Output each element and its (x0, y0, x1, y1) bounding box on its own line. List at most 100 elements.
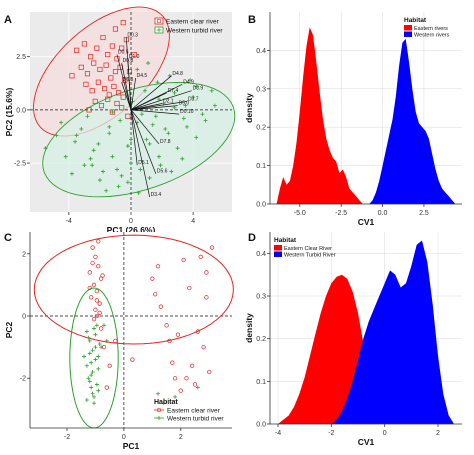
data-point (109, 43, 115, 49)
data-point (69, 171, 74, 176)
y-tick-label: 0.2 (256, 125, 266, 132)
data-point (102, 86, 108, 92)
data-point (130, 357, 135, 362)
data-point (173, 394, 178, 399)
data-point (59, 120, 64, 125)
loading-label: D1.0 (129, 54, 140, 60)
y-tick-label: 0.0 (256, 202, 266, 209)
data-point (84, 363, 89, 368)
data-point (184, 124, 189, 129)
data-point (104, 338, 109, 343)
y-axis-label: density (244, 93, 254, 123)
data-point (92, 98, 98, 104)
data-point (195, 329, 201, 334)
data-point (88, 54, 94, 60)
y-tick-label: 2 (22, 251, 26, 258)
data-point (116, 184, 121, 189)
legend-label-western: Western turbid river (166, 28, 223, 35)
loading-arrow (127, 58, 132, 110)
y-tick-label: 0.3 (256, 294, 266, 301)
data-point (129, 137, 133, 142)
data-point (120, 94, 126, 100)
loading-label: D2.1 (163, 98, 174, 104)
data-point (74, 133, 79, 138)
data-point (147, 175, 152, 180)
data-point (108, 75, 114, 81)
data-point (94, 45, 100, 51)
data-point (183, 103, 188, 108)
panel-letter-c: C (4, 232, 12, 244)
y-axis-label: PC2 (4, 321, 14, 338)
legend-swatch (404, 31, 412, 37)
data-point (87, 285, 92, 291)
data-point (136, 190, 141, 195)
loading-label: D3.9 (193, 86, 204, 92)
data-point (110, 110, 115, 114)
loading-label: D5.0 (179, 101, 190, 107)
y-axis-label: PC2 (15.6%) (4, 88, 14, 137)
x-axis-label: PC1 (123, 441, 140, 451)
data-point (91, 148, 96, 153)
y-tick-label: 2.5 (16, 54, 26, 61)
y-axis-label: density (244, 313, 254, 343)
data-point (83, 81, 89, 87)
data-point (163, 127, 168, 132)
data-point (119, 173, 124, 178)
legend-swatch-eastern (154, 17, 164, 25)
loading-arrow (130, 92, 167, 111)
data-point (91, 282, 97, 288)
y-tick-label: 0.1 (256, 163, 266, 170)
legend-label: Eastern Clear River (284, 246, 332, 252)
data-point (107, 131, 112, 136)
data-point (203, 118, 208, 123)
data-point (96, 239, 101, 244)
data-point (156, 391, 161, 396)
data-point (164, 323, 169, 328)
data-point (110, 154, 115, 159)
x-tick-label: 0 (383, 430, 387, 437)
legend-label-eastern: Eastern clear river (167, 408, 221, 415)
loading-arrow (121, 82, 132, 110)
y-tick-label: -2.5 (14, 161, 26, 168)
data-point (181, 116, 186, 121)
data-point (92, 401, 97, 406)
data-point (209, 88, 214, 93)
data-point (98, 103, 105, 109)
data-point (118, 118, 123, 123)
panel-letter-d: D (248, 232, 256, 244)
x-axis-label: CV1 (358, 437, 375, 447)
legend-swatch (274, 245, 282, 251)
data-point (188, 78, 193, 83)
loading-label: D0.8 (123, 58, 134, 64)
x-tick-label: 2 (436, 430, 440, 437)
data-point (138, 167, 143, 172)
data-point (198, 254, 203, 260)
x-tick-label: -5.0 (294, 210, 306, 217)
y-tick-label: 0.4 (256, 251, 266, 258)
data-point (84, 71, 91, 77)
data-point (54, 133, 59, 138)
x-tick-label: 2 (179, 434, 183, 441)
data-point (97, 301, 102, 306)
x-axis-label: CV1 (358, 217, 375, 227)
data-point (107, 363, 112, 368)
panel-c: -2 0 2 -2 0 2 PC1 PC2 Habitat Eastern clear river… (4, 232, 234, 451)
data-point (109, 109, 115, 115)
y-tick-label: 0 (22, 314, 26, 321)
loading-arrow (121, 62, 132, 110)
loading-arrow (130, 109, 180, 115)
loading-arrow (130, 101, 187, 111)
data-point (87, 338, 92, 343)
data-point (158, 163, 163, 168)
loading-arrow (130, 109, 157, 174)
data-point (172, 105, 177, 110)
data-point (93, 345, 98, 350)
data-point (146, 61, 151, 66)
data-point (114, 100, 120, 107)
data-point (79, 127, 84, 132)
legend-swatch (274, 251, 282, 257)
data-point (158, 304, 164, 309)
legend-marker-eastern (157, 19, 161, 23)
data-point (105, 52, 111, 58)
data-point (153, 292, 158, 297)
